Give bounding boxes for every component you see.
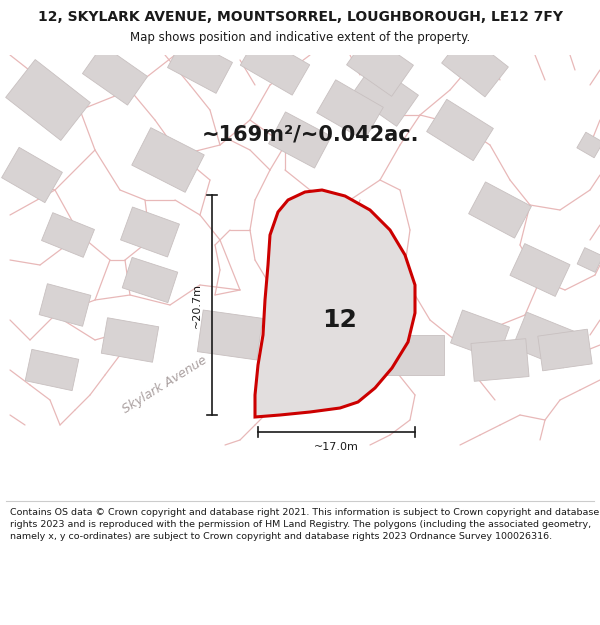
Polygon shape: [240, 35, 310, 95]
Text: Contains OS data © Crown copyright and database right 2021. This information is : Contains OS data © Crown copyright and d…: [10, 508, 599, 541]
Polygon shape: [317, 80, 383, 140]
PathPatch shape: [255, 190, 415, 417]
Polygon shape: [121, 207, 179, 257]
Polygon shape: [39, 284, 91, 326]
Polygon shape: [25, 349, 79, 391]
Polygon shape: [295, 322, 356, 368]
Polygon shape: [41, 213, 94, 258]
Polygon shape: [427, 99, 493, 161]
Text: Skylark Avenue: Skylark Avenue: [121, 354, 209, 416]
Text: 12: 12: [323, 308, 358, 332]
Polygon shape: [577, 248, 600, 272]
Polygon shape: [2, 148, 62, 202]
Polygon shape: [197, 310, 263, 360]
Text: Map shows position and indicative extent of the property.: Map shows position and indicative extent…: [130, 31, 470, 44]
Polygon shape: [122, 258, 178, 302]
Text: ~17.0m: ~17.0m: [314, 442, 359, 452]
Polygon shape: [5, 59, 91, 141]
Polygon shape: [510, 244, 570, 296]
Polygon shape: [512, 312, 578, 368]
Polygon shape: [538, 329, 592, 371]
Polygon shape: [347, 34, 413, 96]
Polygon shape: [469, 182, 532, 238]
Polygon shape: [577, 132, 600, 158]
Polygon shape: [269, 112, 331, 168]
Text: 12, SKYLARK AVENUE, MOUNTSORREL, LOUGHBOROUGH, LE12 7FY: 12, SKYLARK AVENUE, MOUNTSORREL, LOUGHBO…: [37, 10, 563, 24]
Polygon shape: [101, 318, 159, 362]
Text: ~20.7m: ~20.7m: [192, 282, 202, 328]
Polygon shape: [442, 33, 508, 97]
Text: ~169m²/~0.042ac.: ~169m²/~0.042ac.: [201, 125, 419, 145]
Polygon shape: [132, 127, 204, 192]
Polygon shape: [167, 37, 232, 93]
Polygon shape: [352, 64, 418, 126]
Polygon shape: [82, 45, 148, 105]
Polygon shape: [471, 339, 529, 381]
Polygon shape: [451, 310, 509, 360]
Polygon shape: [386, 335, 444, 375]
